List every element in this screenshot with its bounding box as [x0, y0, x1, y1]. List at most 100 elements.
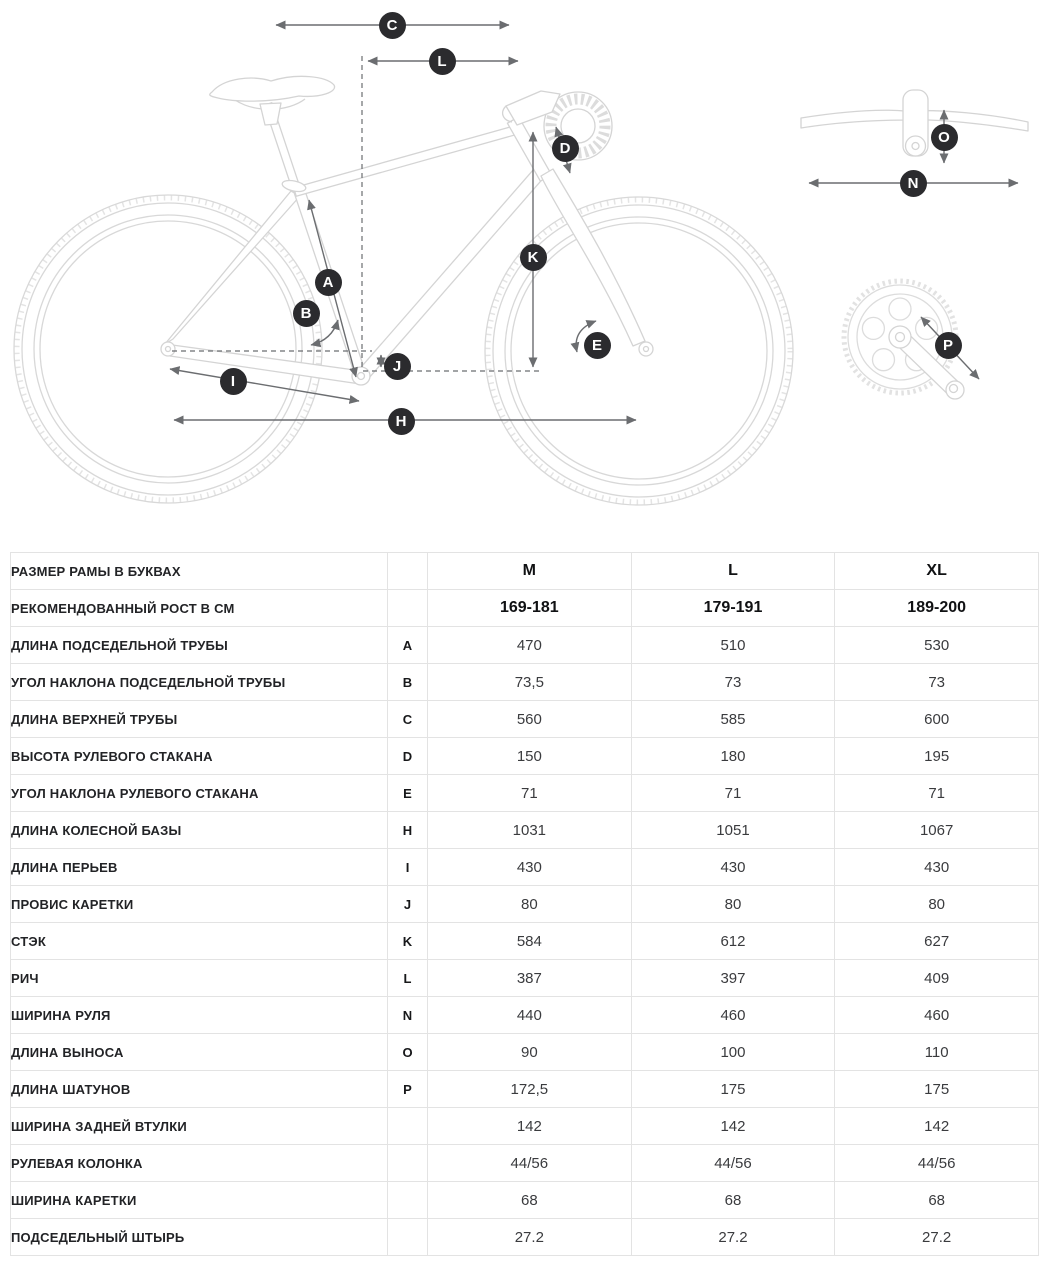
table-row: УГОЛ НАКЛОНА ПОДСЕДЕЛЬНОЙ ТРУБЫ B 73,5 73 73: [10, 663, 1039, 701]
table-row: РАЗМЕР РАМЫ В БУКВАХ M L XL: [10, 552, 1039, 590]
row-value: 460: [630, 996, 836, 1034]
table-row: ВЫСОТА РУЛЕВОГО СТАКАНА D 150 180 195: [10, 737, 1039, 775]
row-value: 71: [834, 774, 1039, 812]
table-row: ДЛИНА ВЕРХНЕЙ ТРУБЫ C 560 585 600: [10, 700, 1039, 738]
row-value: 1031: [427, 811, 632, 849]
row-letter: I: [387, 848, 428, 886]
row-label: УГОЛ НАКЛОНА РУЛЕВОГО СТАКАНА: [10, 774, 388, 812]
row-label: СТЭК: [10, 922, 388, 960]
row-value: 110: [834, 1033, 1039, 1071]
row-value: 142: [630, 1107, 836, 1145]
table-row: ШИРИНА РУЛЯ N 440 460 460: [10, 996, 1039, 1034]
row-value: 27.2: [427, 1218, 632, 1256]
row-label: ПОДСЕДЕЛЬНЫЙ ШТЫРЬ: [10, 1218, 388, 1256]
row-label: ДЛИНА ВЕРХНЕЙ ТРУБЫ: [10, 700, 388, 738]
bike-diagram-svg: [13, 20, 1029, 506]
row-letter: H: [387, 811, 428, 849]
table-row: ШИРИНА ЗАДНЕЙ ВТУЛКИ 142 142 142: [10, 1107, 1039, 1145]
table-row: РИЧ L 387 397 409: [10, 959, 1039, 997]
row-letter: [387, 1144, 428, 1182]
row-value: 510: [630, 626, 836, 664]
row-label: ДЛИНА ШАТУНОВ: [10, 1070, 388, 1108]
row-label: ДЛИНА КОЛЕСНОЙ БАЗЫ: [10, 811, 388, 849]
row-letter: [387, 1218, 428, 1256]
table-row: ДЛИНА КОЛЕСНОЙ БАЗЫ H 1031 1051 1067: [10, 811, 1039, 849]
row-label: ДЛИНА ПОДСЕДЕЛЬНОЙ ТРУБЫ: [10, 626, 388, 664]
row-letter: [387, 1181, 428, 1219]
row-label: ШИРИНА ЗАДНЕЙ ВТУЛКИ: [10, 1107, 388, 1145]
arrow-I: [169, 366, 360, 404]
row-value: 175: [834, 1070, 1039, 1108]
row-value: 150: [427, 737, 632, 775]
handlebar-side-view: [501, 90, 613, 161]
row-value: 169-181: [427, 589, 632, 627]
row-letter: D: [387, 737, 428, 775]
row-value: 195: [834, 737, 1039, 775]
geometry-table: РАЗМЕР РАМЫ В БУКВАХ M L XL РЕКОМЕНДОВАННЫЙ …: [10, 552, 1039, 1256]
row-value: 584: [427, 922, 632, 960]
row-label: ДЛИНА ПЕРЬЕВ: [10, 848, 388, 886]
row-value: 142: [834, 1107, 1039, 1145]
row-value: 530: [834, 626, 1039, 664]
dimension-label-H: H: [387, 407, 415, 435]
row-letter: [387, 1107, 428, 1145]
table-row: РЕКОМЕНДОВАННЫЙ РОСТ В СМ 169-181 179-191 1…: [10, 589, 1039, 627]
row-letter: L: [387, 959, 428, 997]
table-row: ДЛИНА ПЕРЬЕВ I 430 430 430: [10, 848, 1039, 886]
dimension-label-N: N: [899, 169, 927, 197]
row-value: 73,5: [427, 663, 632, 701]
row-value: 1067: [834, 811, 1039, 849]
row-letter: A: [387, 626, 428, 664]
table-row: ДЛИНА ШАТУНОВ P 172,5 175 175: [10, 1070, 1039, 1108]
dimension-label-L: L: [428, 47, 456, 75]
row-value: 73: [834, 663, 1039, 701]
row-label: РУЛЕВАЯ КОЛОНКА: [10, 1144, 388, 1182]
dimension-label-B: B: [292, 299, 320, 327]
row-value: 175: [630, 1070, 836, 1108]
row-value: 430: [834, 848, 1039, 886]
row-value: 27.2: [630, 1218, 836, 1256]
row-letter: [387, 589, 428, 627]
dimension-label-K: K: [519, 243, 547, 271]
row-letter: J: [387, 885, 428, 923]
row-value: 627: [834, 922, 1039, 960]
row-label: УГОЛ НАКЛОНА ПОДСЕДЕЛЬНОЙ ТРУБЫ: [10, 663, 388, 701]
row-letter: O: [387, 1033, 428, 1071]
row-value: 440: [427, 996, 632, 1034]
row-value: XL: [834, 552, 1039, 590]
row-value: 612: [630, 922, 836, 960]
row-label: ВЫСОТА РУЛЕВОГО СТАКАНА: [10, 737, 388, 775]
row-value: 460: [834, 996, 1039, 1034]
table-row: ДЛИНА ПОДСЕДЕЛЬНОЙ ТРУБЫ A 470 510 530: [10, 626, 1039, 664]
row-value: 90: [427, 1033, 632, 1071]
row-label: РАЗМЕР РАМЫ В БУКВАХ: [10, 552, 388, 590]
row-value: 80: [630, 885, 836, 923]
row-value: 44/56: [834, 1144, 1039, 1182]
row-value: 80: [427, 885, 632, 923]
row-value: 71: [630, 774, 836, 812]
row-letter: [387, 552, 428, 590]
row-value: 189-200: [834, 589, 1039, 627]
row-value: 585: [630, 700, 836, 738]
dimension-label-C: C: [378, 11, 406, 39]
dimension-label-D: D: [551, 134, 579, 162]
saddle-seatpost: [209, 75, 336, 193]
row-value: 180: [630, 737, 836, 775]
row-value: 44/56: [630, 1144, 836, 1182]
row-value: 172,5: [427, 1070, 632, 1108]
table-row: ДЛИНА ВЫНОСА O 90 100 110: [10, 1033, 1039, 1071]
row-value: 179-191: [630, 589, 836, 627]
dimension-label-J: J: [383, 352, 411, 380]
row-letter: E: [387, 774, 428, 812]
row-value: 68: [427, 1181, 632, 1219]
row-label: ШИРИНА РУЛЯ: [10, 996, 388, 1034]
geometry-table-body: РАЗМЕР РАМЫ В БУКВАХ M L XL РЕКОМЕНДОВАННЫЙ …: [10, 552, 1039, 1256]
front-wheel: [484, 196, 794, 506]
row-value: 142: [427, 1107, 632, 1145]
row-value: 44/56: [427, 1144, 632, 1182]
arrow-B: [310, 319, 340, 348]
row-value: 100: [630, 1033, 836, 1071]
table-row: ПРОВИС КАРЕТКИ J 80 80 80: [10, 885, 1039, 923]
row-value: 71: [427, 774, 632, 812]
